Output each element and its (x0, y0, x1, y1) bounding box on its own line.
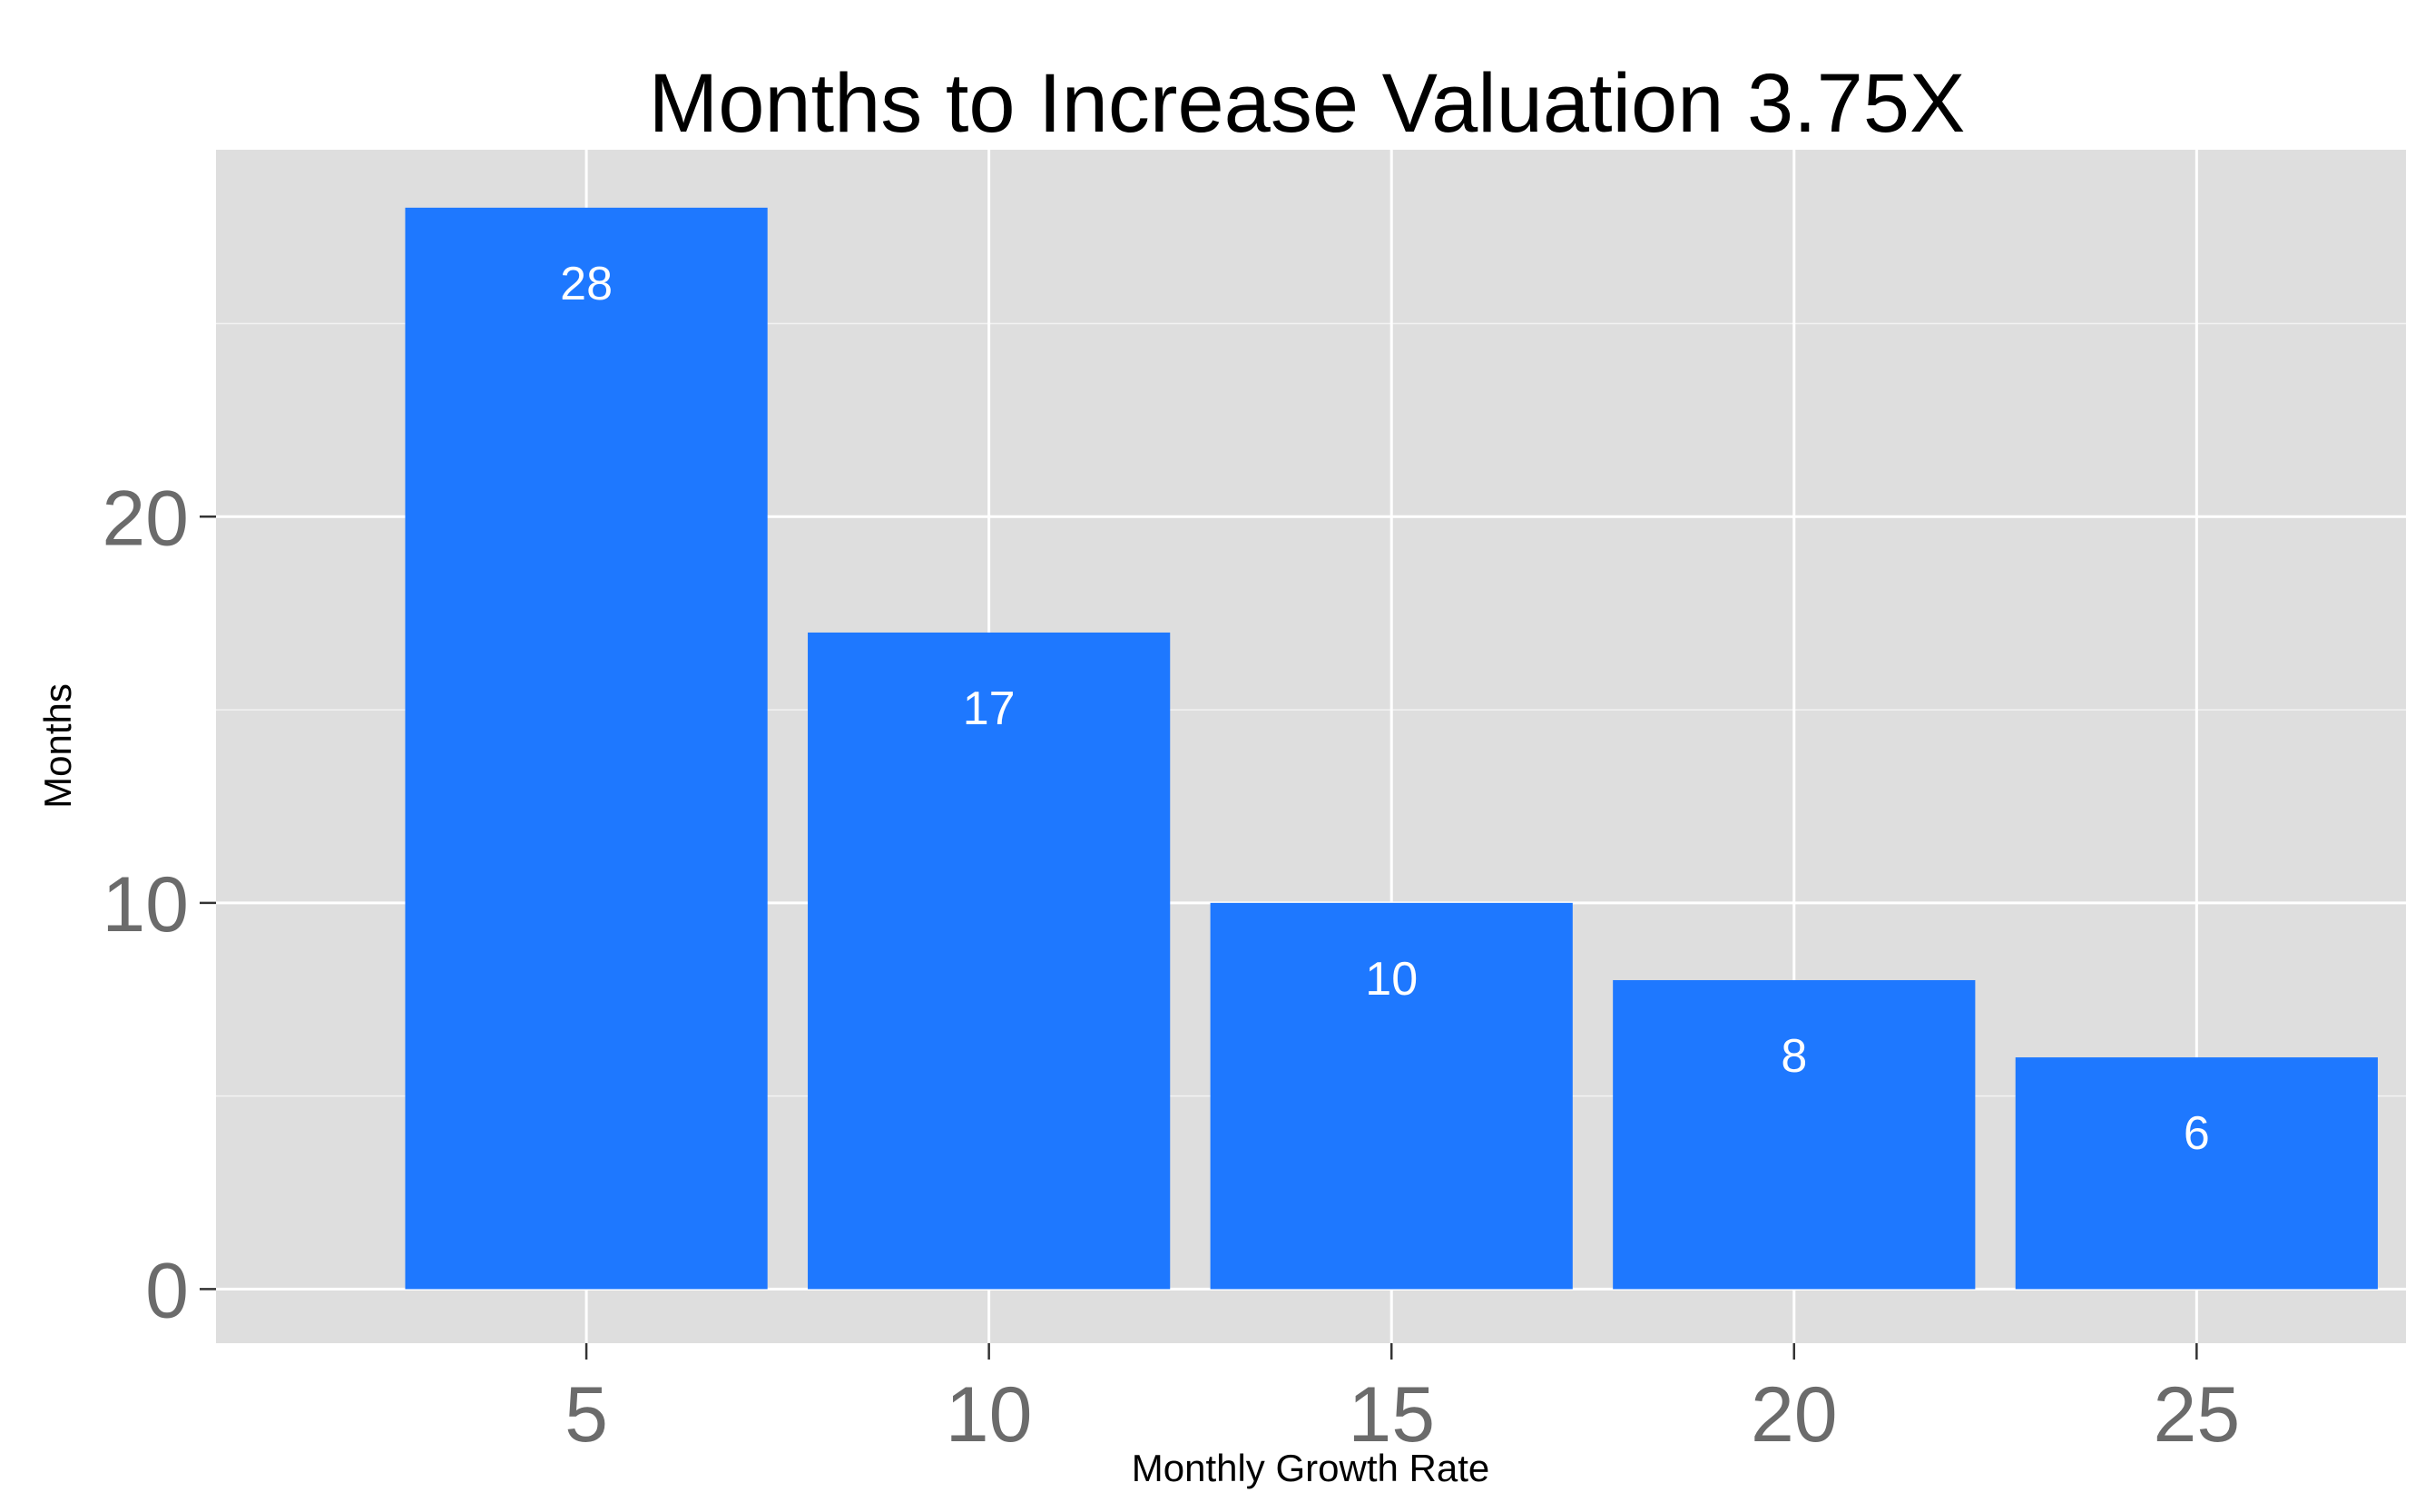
x-tick-label: 5 (565, 1371, 608, 1458)
data-label-15: 10 (1365, 953, 1418, 1006)
data-label-25: 6 (2184, 1107, 2210, 1160)
data-label-10: 17 (963, 682, 1016, 735)
y-tick-label: 0 (145, 1247, 189, 1334)
data-labels: 28 17 10 8 6 (560, 258, 2210, 1160)
x-tick-label: 25 (2154, 1371, 2241, 1458)
x-tick-label: 15 (1348, 1371, 1435, 1458)
axes: 0 10 20 5 10 15 20 25 (102, 475, 2240, 1458)
bar-20 (1613, 979, 1976, 1290)
x-tick-label: 10 (946, 1371, 1033, 1458)
bars (405, 207, 2378, 1290)
data-label-5: 28 (560, 258, 613, 310)
y-tick-label: 20 (102, 475, 189, 562)
y-tick-label: 10 (102, 861, 189, 948)
bar-5 (405, 207, 768, 1290)
bar-25 (2015, 1057, 2378, 1290)
chart-title: Months to Increase Valuation 3.75X (649, 57, 1966, 150)
bar-15 (1210, 902, 1573, 1290)
x-tick-label: 20 (1751, 1371, 1838, 1458)
y-axis-label: Months (36, 683, 79, 809)
bar-10 (808, 632, 1171, 1290)
x-axis-label: Monthly Growth Rate (1132, 1447, 1490, 1489)
data-label-20: 8 (1781, 1030, 1807, 1083)
